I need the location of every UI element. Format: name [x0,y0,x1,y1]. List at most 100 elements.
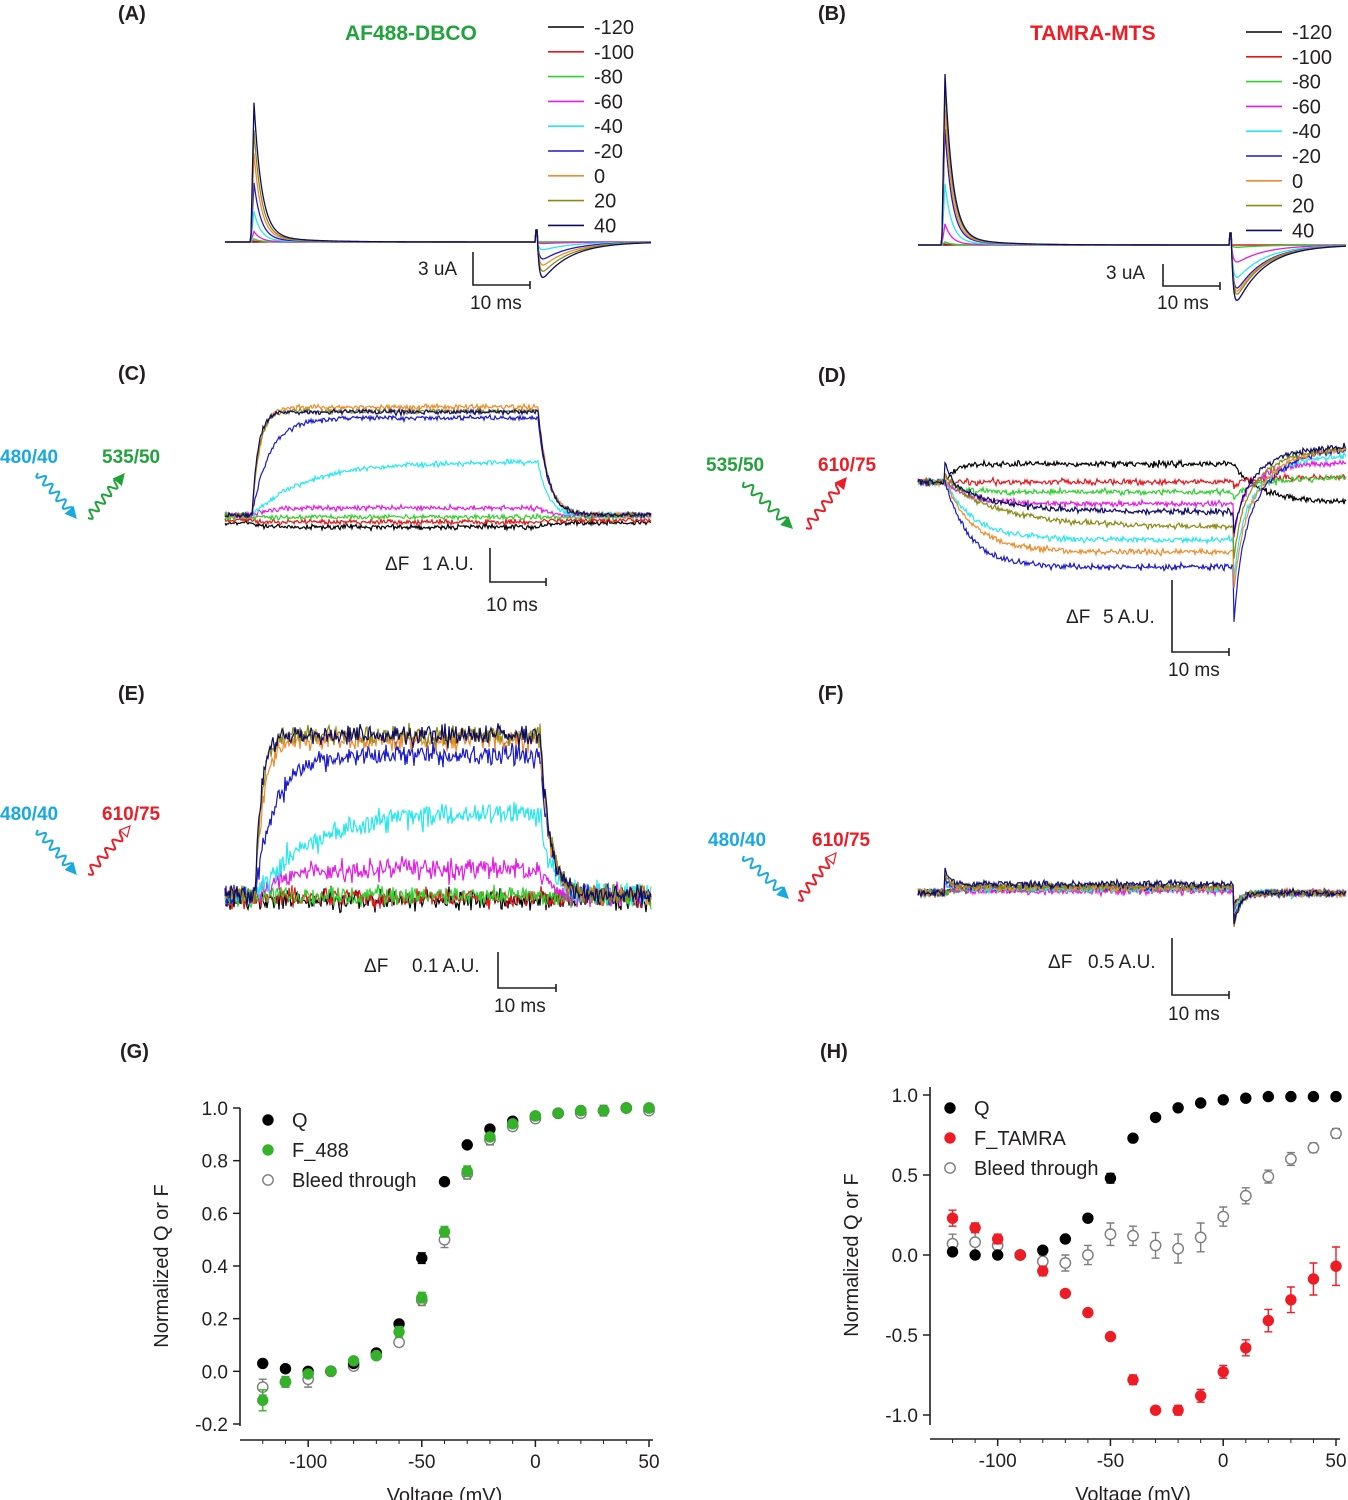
current-traces-b [918,73,1347,302]
fluor-trace-40 [917,442,1347,534]
scale-df-e: ΔF [364,956,388,977]
data-point-q [1172,1102,1184,1114]
legend-label: -120 [594,17,634,39]
data-point-f_tamra [1217,1366,1229,1378]
data-point-f_488 [461,1165,473,1177]
fluor-trace--120 [224,518,652,533]
data-point-q [946,1246,959,1258]
light-wave-icon [35,829,74,869]
data-point-bleed-through [969,1236,982,1249]
emission-filter-d: 610/75 [818,455,877,476]
data-point-q [969,1249,981,1261]
data-point-f_488 [279,1376,292,1388]
data-point-f_tamra [1172,1404,1184,1416]
data-point-bleed-through [1036,1255,1049,1268]
data-point-f_tamra [1262,1314,1275,1327]
legend-label: -120 [1292,22,1332,44]
data-point-f_488 [643,1102,655,1114]
legend-label: -100 [1292,47,1332,69]
data-point-f_tamra [1149,1404,1162,1416]
data-point-f_488 [393,1326,405,1338]
x-axis-label: Voltage (mV) [387,1485,503,1500]
data-point-bleed-through [1172,1242,1185,1255]
excitation-filter-e: 480/40 [0,804,58,825]
scale-label-b-x: 10 ms [1157,293,1209,314]
data-point-bleed-through [1149,1239,1162,1252]
legend-label: 0 [594,166,605,188]
data-point-q [257,1357,269,1370]
light-wave-icon [87,830,125,876]
data-point-bleed-through [1307,1141,1320,1154]
panel-label-d: (D) [818,365,846,387]
legend-label: F_488 [292,1140,349,1162]
x-tick-label: -100 [289,1452,327,1473]
y-axis-label: Normalized Q or F [841,1173,863,1336]
data-point-f_488 [529,1110,542,1122]
y-tick-label: 1.0 [202,1099,228,1120]
fluor-trace-20 [917,445,1347,559]
panel-label-c: (C) [118,363,146,385]
y-tick-label: 0.6 [202,1204,228,1225]
scale-label-a-y: 3 uA [418,259,457,280]
arrow-head-icon [64,506,77,520]
data-point-q [1082,1212,1094,1224]
data-point-bleed-through [1217,1210,1230,1223]
current-trace--40 [225,211,652,251]
scale-bar-d [1171,580,1230,656]
panel-label-g: (G) [120,1041,149,1063]
x-tick-label: 50 [1325,1451,1346,1472]
fluor-trace-40 [917,867,1347,925]
current-traces-a [225,102,652,279]
data-point-bleed-through [1059,1257,1072,1269]
filter-icon-e: 480/40 610/75 [0,804,161,876]
y-tick-label: 1.0 [892,1086,918,1107]
data-point-f_488 [347,1355,360,1367]
x-tick-label: -100 [979,1451,1017,1472]
legend-label: Q [974,1098,990,1120]
legend-label: 20 [594,191,616,213]
emission-filter-f: 610/75 [812,830,871,851]
scale-bar-b [1162,264,1221,290]
data-point-f_488 [325,1365,337,1378]
scale-label-a-x: 10 ms [470,293,522,314]
legend-label: -20 [1292,146,1321,168]
emission-filter-e: 610/75 [102,804,161,825]
y-tick-label: -1.0 [885,1406,918,1427]
arrow-head-icon [824,851,837,865]
legend-label: -100 [594,42,634,64]
data-point-f_tamra [1127,1374,1139,1386]
legend-label: -80 [594,67,623,89]
scale-label-d-x: 10 ms [1168,660,1220,681]
emission-filter-c: 535/50 [102,447,160,468]
light-wave-icon [741,855,785,893]
data-point-f_488 [597,1104,610,1117]
data-point-bleed-through [1239,1189,1252,1202]
scale-df-f: ΔF [1048,952,1072,973]
y-tick-label: 0.0 [892,1246,918,1267]
legend-label: 0 [1292,171,1303,193]
light-wave-icon [805,482,842,530]
data-point-bleed-through [1284,1153,1297,1165]
panel-label-e: (E) [118,683,145,705]
light-wave-icon [87,478,120,520]
data-point-q [1194,1097,1207,1109]
arrow-head-icon [112,472,125,486]
data-point-q [1262,1090,1275,1103]
scale-label-d-y: 5 A.U. [1103,607,1155,628]
fluor-trace-40 [224,407,652,519]
data-point-f_tamra [1104,1330,1117,1343]
x-axis-label: Voltage (mV) [1075,1484,1191,1500]
data-point-f_tamra [991,1233,1004,1245]
data-point-bleed-through [1262,1170,1275,1183]
arrow-head-icon [780,516,793,529]
fluor-trace-0 [224,402,652,520]
data-point-f_tamra [946,1212,959,1224]
data-point-f_tamra [1194,1390,1207,1402]
legend-label: Bleed through [974,1158,1099,1180]
data-point-q [1285,1090,1297,1103]
data-point-f_488 [620,1102,632,1114]
legend-label: 40 [594,215,616,237]
